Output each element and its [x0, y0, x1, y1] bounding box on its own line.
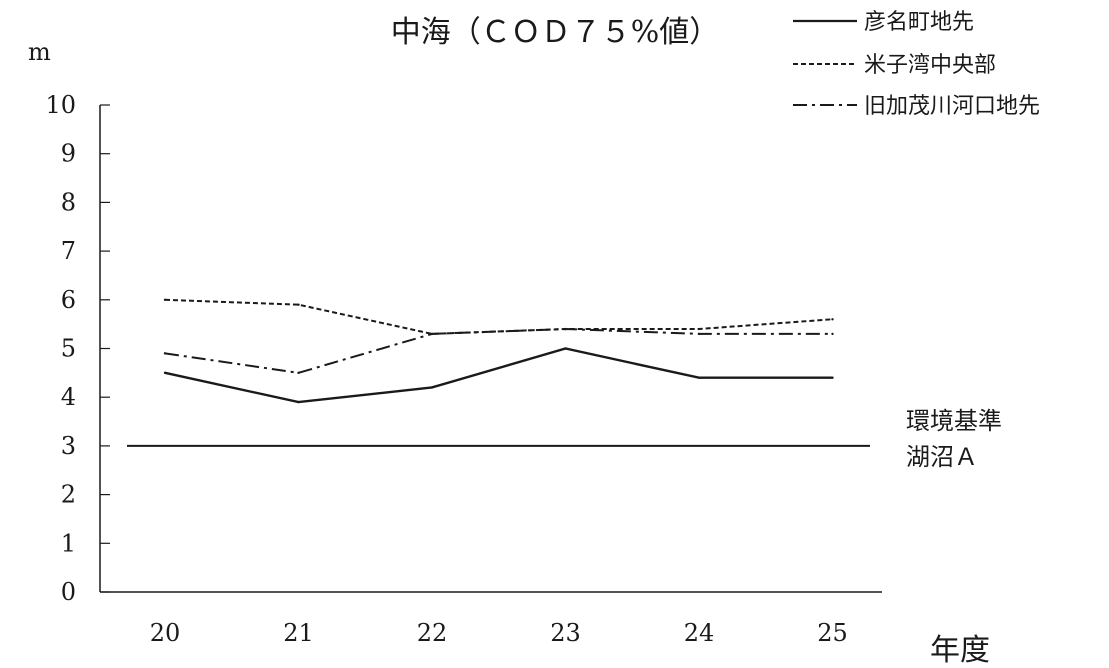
reference-label-line-1: 環境基準 — [906, 407, 1002, 435]
y-tick-label: 6 — [61, 286, 76, 314]
series-3-point — [430, 332, 434, 336]
series-line-1 — [164, 347, 833, 404]
y-tick-label: 7 — [61, 237, 76, 265]
series-1-point — [697, 376, 701, 379]
reference-label-line-2: 湖沼Ａ — [906, 443, 978, 471]
series-1-point — [163, 371, 167, 375]
chart-title: 中海（ＣＯＤ７５%値） — [391, 15, 720, 50]
x-tick-group: 20 21 22 23 24 25 — [150, 619, 848, 647]
x-tick-label: 21 — [283, 619, 314, 647]
x-tick-label: 25 — [817, 619, 848, 647]
legend: 彦名町地先 米子湾中央部 旧加茂川河口地先 — [793, 10, 1040, 119]
series-1-point — [564, 347, 567, 350]
y-tick-group: 0 1 2 3 4 5 6 7 8 9 10 — [45, 91, 110, 606]
y-axis-unit-label: m — [28, 38, 51, 66]
x-tick-label: 23 — [550, 619, 581, 647]
series-3-point — [163, 352, 167, 355]
series-2-point — [697, 327, 701, 331]
y-tick-label: 0 — [61, 578, 76, 606]
series-3-point — [831, 332, 834, 336]
y-tick-label: 5 — [61, 335, 76, 363]
x-tick-label: 20 — [150, 619, 181, 647]
x-axis-title: 年度 — [930, 633, 990, 668]
y-tick-label: 9 — [61, 140, 76, 168]
series-3-point — [297, 371, 300, 375]
y-tick-label: 10 — [45, 91, 76, 119]
series-2-point — [163, 298, 167, 301]
x-tick-label: 22 — [417, 619, 448, 647]
series-group — [163, 298, 834, 404]
series-1-point — [831, 376, 834, 379]
y-tick-label: 2 — [61, 481, 76, 509]
series-3-point — [697, 332, 701, 336]
y-tick-label: 1 — [61, 529, 76, 557]
x-tick-label: 24 — [684, 619, 715, 647]
series-1-point — [297, 400, 300, 404]
series-2-point — [297, 303, 300, 306]
y-tick-label: 3 — [61, 432, 76, 460]
series-line-2 — [164, 298, 833, 335]
series-line-3 — [164, 328, 833, 374]
series-1-point — [430, 386, 434, 389]
legend-label-series-1: 彦名町地先 — [864, 10, 974, 35]
legend-label-series-2: 米子湾中央部 — [864, 53, 996, 78]
series-3-point — [564, 327, 567, 331]
series-2-point — [831, 318, 834, 321]
y-tick-label: 8 — [61, 188, 76, 216]
y-tick-label: 4 — [61, 383, 76, 411]
legend-label-series-3: 旧加茂川河口地先 — [864, 94, 1040, 119]
